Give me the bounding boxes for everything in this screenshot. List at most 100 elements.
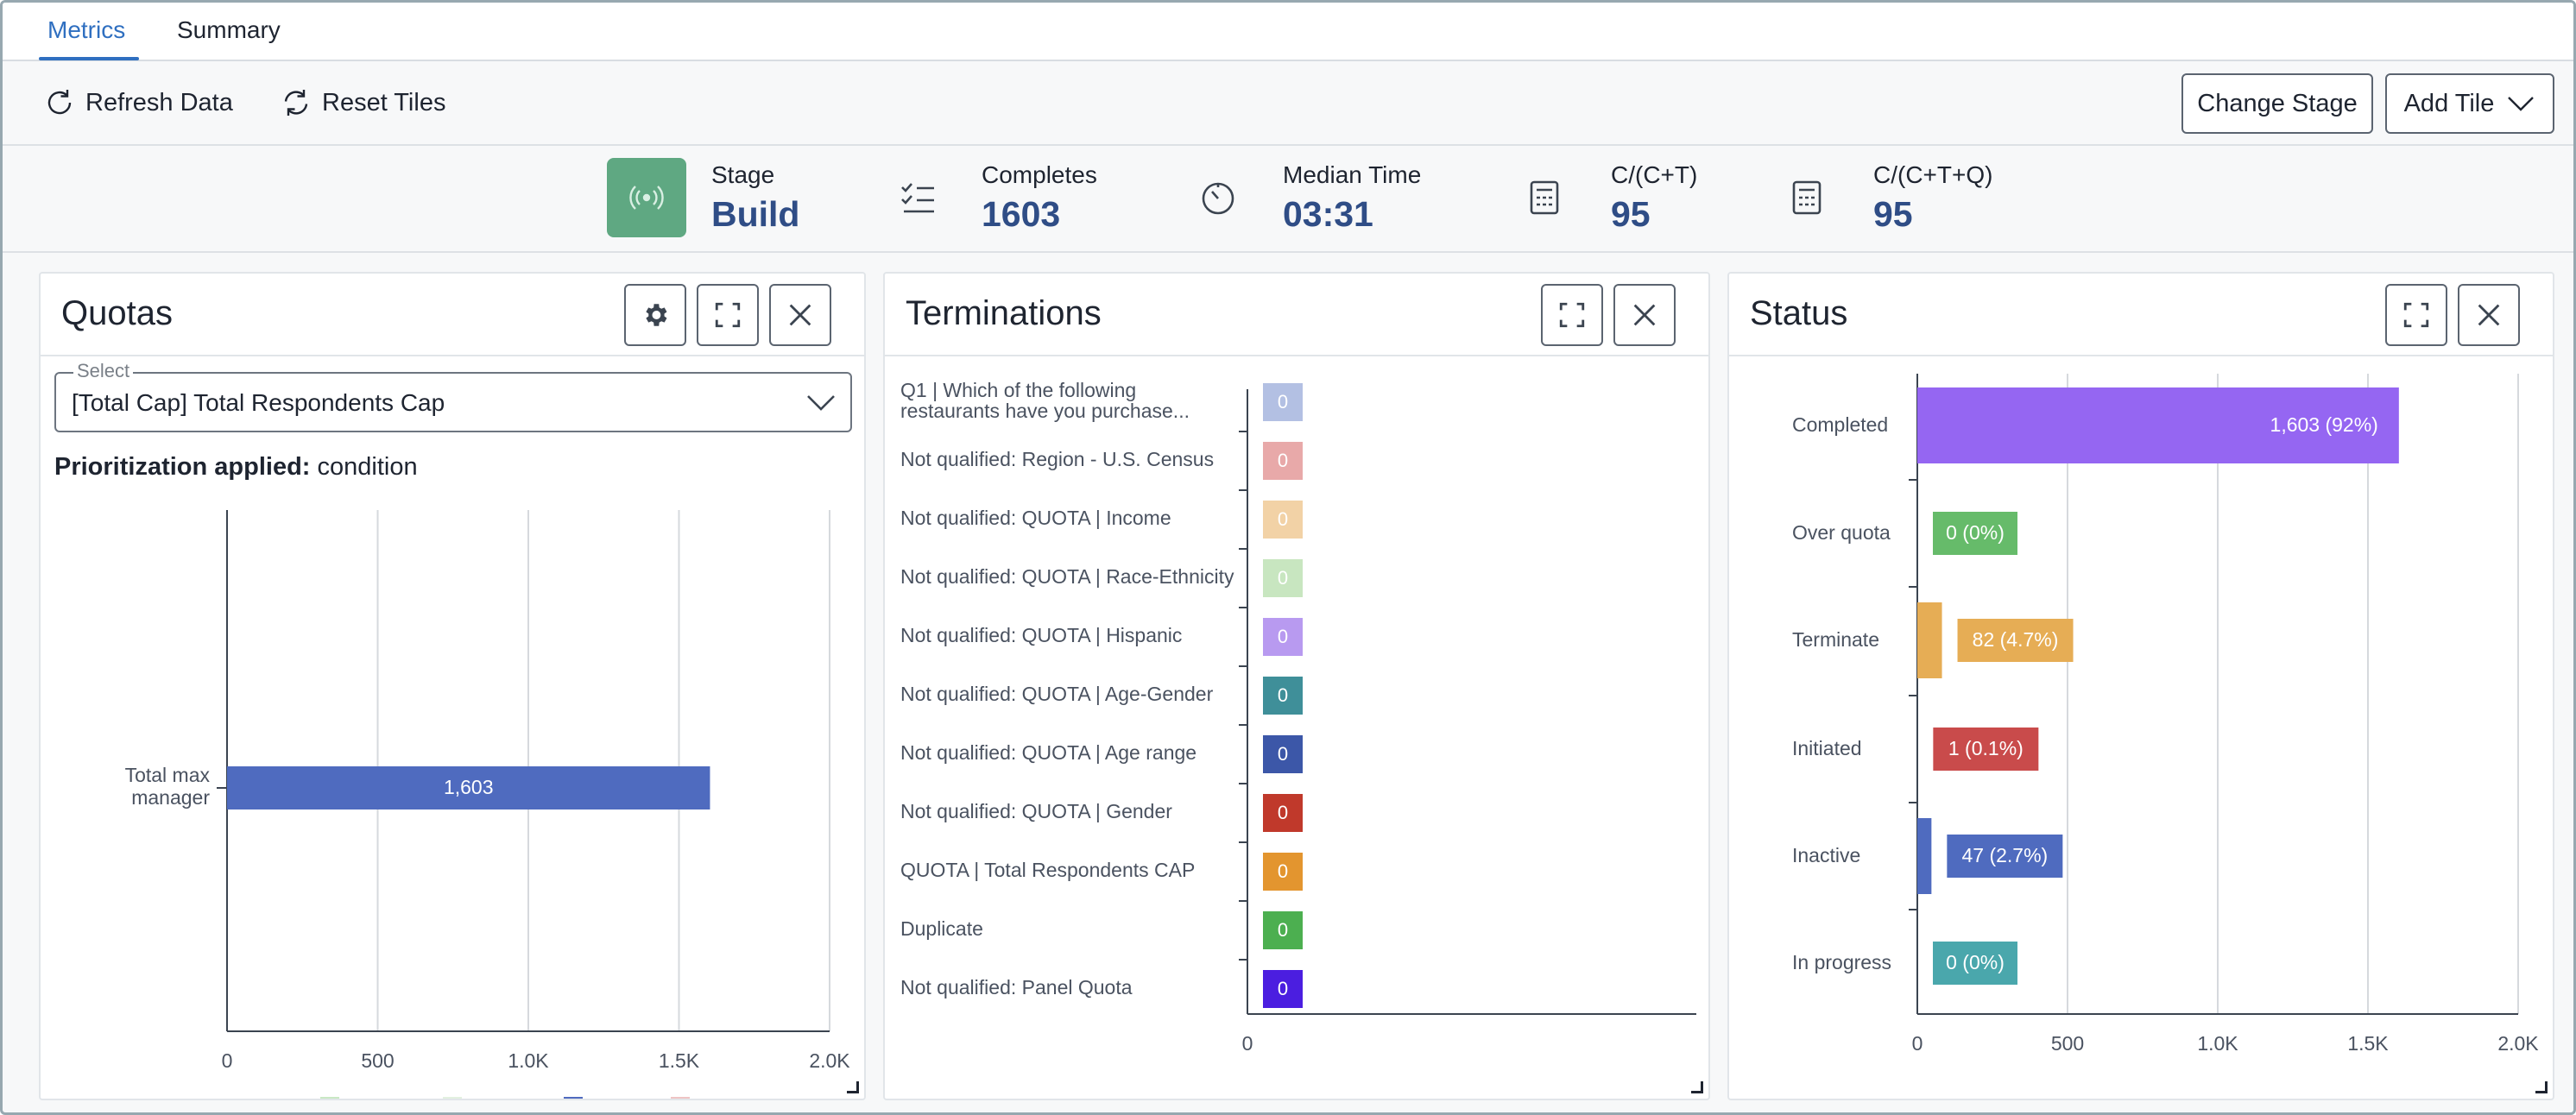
legend-swatch: [443, 1097, 462, 1099]
bar-value-label: 1 (0.1%): [1948, 737, 2024, 759]
x-tick-label: 1.5K: [659, 1049, 700, 1072]
termination-bar: [1263, 735, 1303, 773]
status-bar: [1917, 602, 1942, 678]
termination-bar: [1263, 618, 1303, 656]
quotas-panel: Quotas Select [Total Cap] Total Responde…: [39, 272, 866, 1100]
termination-bar: [1263, 501, 1303, 539]
kpi-ct-value: 95: [1611, 194, 1651, 234]
category-label: Not qualified: QUOTA | Age-Gender: [900, 683, 1214, 705]
x-tick-label: 500: [361, 1049, 394, 1072]
bar-value-label: 0: [1278, 508, 1288, 530]
kpi-strip: Stage Build Completes 1603 Median Time 0…: [3, 146, 2573, 253]
close-icon: [789, 304, 811, 326]
termination-bar: [1263, 970, 1303, 1008]
expand-icon: [715, 302, 741, 328]
x-tick-label: 0: [222, 1049, 233, 1072]
close-button[interactable]: [769, 284, 831, 346]
calculator-icon: [1505, 158, 1584, 237]
category-label: Total max manager: [125, 764, 211, 809]
category-label: In progress: [1792, 951, 1891, 973]
category-label: Inactive: [1792, 844, 1860, 866]
resize-handle[interactable]: [847, 1081, 859, 1093]
x-tick-label: 0: [1242, 1032, 1253, 1055]
category-label: Duplicate: [900, 917, 983, 940]
x-tick-label: 2.0K: [809, 1049, 850, 1072]
chevron-down-icon: [2508, 97, 2535, 111]
bar-value-tag: [1947, 835, 2063, 878]
gear-icon: [646, 304, 667, 326]
category-label: Not qualified: Region - U.S. Census: [900, 448, 1214, 470]
select-label: Select: [73, 360, 134, 382]
refresh-data-button[interactable]: Refresh Data: [44, 87, 233, 118]
termination-bar: [1263, 677, 1303, 715]
broadcast-icon: [607, 158, 686, 237]
close-button[interactable]: [1613, 284, 1676, 346]
expand-button[interactable]: [697, 284, 759, 346]
terminations-panel: Terminations 0 Q1 | Which of the followin…: [883, 272, 1710, 1100]
calculator-icon: [1767, 158, 1847, 237]
bar-value-label: 0 (0%): [1946, 521, 2005, 544]
bar-value-label: 0: [1278, 919, 1288, 941]
termination-bar: [1263, 911, 1303, 949]
tab-summary[interactable]: Summary: [177, 16, 281, 43]
select-value: [Total Cap] Total Respondents Cap: [72, 389, 445, 416]
refresh-data-label: Refresh Data: [85, 88, 233, 117]
bar-value-label: 82 (4.7%): [1973, 628, 2059, 651]
bar-value-tag: [1933, 512, 2017, 555]
status-bar: [1917, 387, 2399, 463]
bar-value-label: 47 (2.7%): [1961, 844, 2048, 866]
termination-bar: [1263, 559, 1303, 597]
bar-value-label: 1,603 (92%): [2270, 413, 2378, 436]
termination-bar: [1263, 442, 1303, 480]
resize-handle[interactable]: [1691, 1081, 1703, 1093]
category-label: Completed: [1792, 413, 1888, 436]
expand-button[interactable]: [1541, 284, 1603, 346]
toolbar: Refresh Data Reset Tiles Change Stage Ad…: [3, 61, 2573, 146]
quota-bar: [227, 766, 710, 809]
panel-header-divider: [1729, 355, 2553, 356]
prioritization-label: Prioritization applied:: [54, 453, 311, 481]
bar-value-label: 0 (0%): [1946, 951, 2005, 973]
tab-bar: Metrics Summary: [3, 3, 2573, 61]
kpi-ctq-value: 95: [1873, 194, 1913, 234]
quota-select[interactable]: Select [Total Cap] Total Respondents Cap: [54, 360, 852, 432]
x-tick-label: 2.0K: [2497, 1032, 2539, 1055]
terminations-title: Terminations: [906, 294, 1102, 332]
close-icon: [1633, 304, 1656, 326]
legend-swatch: [564, 1097, 583, 1099]
kpi-median-time-value: 03:31: [1283, 194, 1373, 234]
x-tick-label: 1.0K: [2197, 1032, 2238, 1055]
x-tick-label: 1.5K: [2347, 1032, 2389, 1055]
category-label: Not qualified: QUOTA | Hispanic: [900, 624, 1182, 646]
resize-handle[interactable]: [2535, 1081, 2548, 1093]
category-label: Not qualified: QUOTA | Race-Ethnicity: [900, 565, 1234, 588]
legend-swatch: [671, 1097, 690, 1099]
category-label: Q1 | Which of the following restaurants h…: [900, 379, 1190, 422]
expand-button[interactable]: [2385, 284, 2447, 346]
expand-icon: [1559, 302, 1585, 328]
termination-bar: [1263, 853, 1303, 891]
bar-value-label: 0: [1278, 860, 1288, 882]
tab-metrics[interactable]: Metrics: [47, 16, 126, 43]
add-tile-button[interactable]: Add Tile: [2385, 73, 2554, 134]
termination-bar: [1263, 383, 1303, 421]
termination-bar: [1263, 794, 1303, 832]
x-tick-label: 0: [1912, 1032, 1923, 1055]
status-chart: 0 500 1.0K 1.5K 2.0K Completed 1,603 (92%) Over…: [1792, 374, 2539, 1055]
kpi-stage-label: Stage: [711, 161, 775, 188]
x-tick-label: 1.0K: [508, 1049, 549, 1072]
kpi-ct-label: C/(C+T): [1611, 161, 1698, 188]
add-tile-label: Add Tile: [2403, 89, 2495, 117]
close-button[interactable]: [2458, 284, 2520, 346]
bar-value-label: 0: [1278, 978, 1288, 999]
settings-button[interactable]: [624, 284, 686, 346]
bar-value-label: 0: [1278, 450, 1288, 471]
category-label: Not qualified: QUOTA | Age range: [900, 741, 1196, 764]
bar-value-label: 0: [1278, 684, 1288, 706]
change-stage-button[interactable]: Change Stage: [2181, 73, 2373, 134]
checklist-icon: [878, 158, 957, 237]
panel-header-divider: [41, 355, 864, 356]
reset-tiles-button[interactable]: Reset Tiles: [281, 87, 445, 118]
kpi-completes-value: 1603: [982, 194, 1061, 234]
